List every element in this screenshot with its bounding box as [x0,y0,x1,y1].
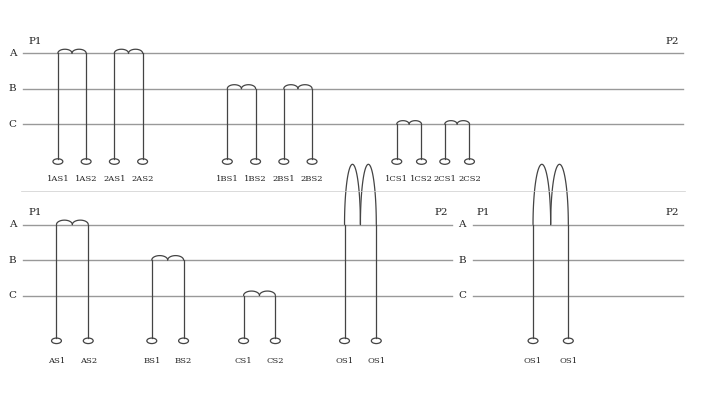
Text: 1AS2: 1AS2 [75,175,97,183]
Text: 1CS1: 1CS1 [385,175,408,183]
Text: 1CS2: 1CS2 [410,175,433,183]
Text: 1BS2: 1BS2 [244,175,267,183]
Text: P1: P1 [477,208,490,217]
Text: A: A [8,220,16,229]
Text: 2AS1: 2AS1 [103,175,126,183]
Text: C: C [8,120,16,128]
Text: A: A [8,49,16,58]
Text: P2: P2 [666,37,679,46]
Text: P1: P1 [28,208,42,217]
Text: OS1: OS1 [524,357,542,364]
Text: BS1: BS1 [143,357,160,364]
Text: CS1: CS1 [235,357,252,364]
Text: 2BS2: 2BS2 [301,175,323,183]
Text: P1: P1 [28,37,42,46]
Text: 2BS1: 2BS1 [273,175,295,183]
Text: OS1: OS1 [367,357,385,364]
Text: AS2: AS2 [80,357,97,364]
Text: CS2: CS2 [267,357,284,364]
Text: B: B [458,256,466,264]
Text: C: C [458,291,466,300]
Text: 2CS2: 2CS2 [458,175,481,183]
Text: B: B [8,84,16,93]
Text: BS2: BS2 [175,357,192,364]
Text: OS1: OS1 [335,357,354,364]
Text: 1BS1: 1BS1 [216,175,239,183]
Text: 2CS1: 2CS1 [433,175,456,183]
Text: AS1: AS1 [48,357,65,364]
Text: OS1: OS1 [559,357,578,364]
Text: 2AS2: 2AS2 [131,175,154,183]
Text: P2: P2 [666,208,679,217]
Text: A: A [458,220,466,229]
Text: P2: P2 [435,208,448,217]
Text: C: C [8,291,16,300]
Text: 1AS1: 1AS1 [47,175,69,183]
Text: B: B [8,256,16,264]
